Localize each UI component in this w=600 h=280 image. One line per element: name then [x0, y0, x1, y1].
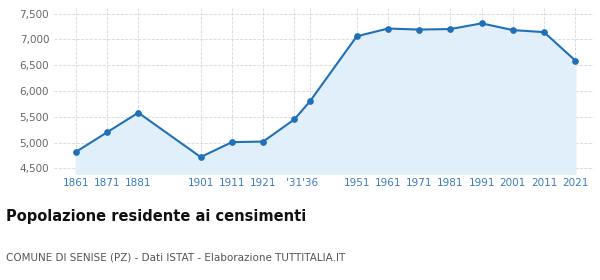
Text: Popolazione residente ai censimenti: Popolazione residente ai censimenti [6, 209, 306, 224]
Text: COMUNE DI SENISE (PZ) - Dati ISTAT - Elaborazione TUTTITALIA.IT: COMUNE DI SENISE (PZ) - Dati ISTAT - Ela… [6, 252, 345, 262]
